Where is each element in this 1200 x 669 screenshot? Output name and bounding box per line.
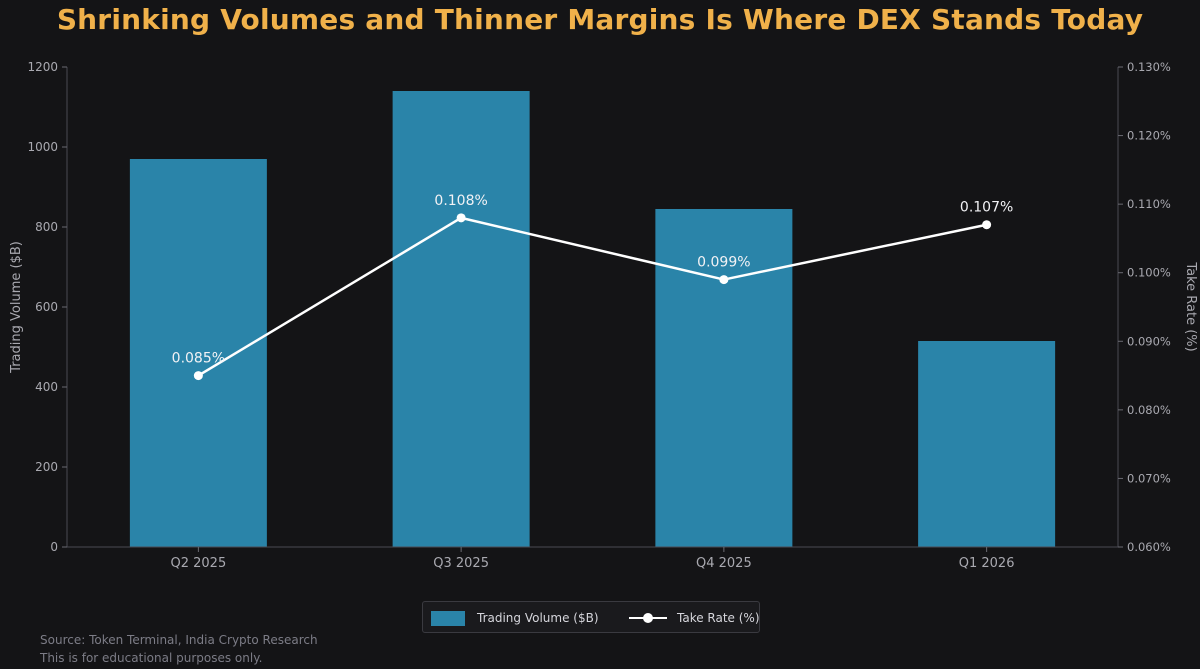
y-tick-label: 800 [35, 220, 58, 234]
bars-layer [129, 91, 1056, 547]
combo-chart: 0 200 400 600 800 1000 1200 0.060% 0.070% 0.080% 0… [9, 60, 1198, 571]
bar-q3-2025 [392, 91, 530, 547]
x-tick-label: Q1 2026 [959, 556, 1015, 571]
x-tick-label: Q3 2025 [433, 556, 489, 571]
take-rate-data-label: 0.099% [697, 255, 750, 271]
source-footnote: Source: Token Terminal, India Crypto Res… [40, 633, 318, 647]
take-rate-data-label: 0.107% [960, 200, 1013, 216]
x-tick-label: Q2 2025 [171, 556, 227, 571]
take-rate-point-q1-2026 [982, 220, 992, 230]
take-rate-point-q3-2025 [456, 213, 466, 223]
y2-tick-label: 0.090% [1127, 334, 1171, 348]
y2-tick-label: 0.120% [1127, 129, 1171, 143]
y-tick-label: 1200 [27, 60, 58, 74]
y2-tick-label: 0.110% [1127, 197, 1171, 211]
y2-tick-label: 0.130% [1127, 60, 1171, 74]
y-tick-label: 400 [35, 380, 58, 394]
axes-layer: 0 200 400 600 800 1000 1200 0.060% 0.070% 0.080% 0… [9, 60, 1198, 571]
bar-q2-2025 [129, 159, 267, 547]
chart-legend: Trading Volume ($B) Take Rate (%) [422, 601, 760, 633]
legend-rate-label: Take Rate (%) [677, 611, 760, 625]
line-layer [193, 213, 992, 381]
take-rate-data-label: 0.108% [434, 193, 487, 209]
take-rate-data-label: 0.085% [172, 351, 225, 367]
y-axis-label: Trading Volume ($B) [9, 241, 24, 374]
y2-tick-label: 0.070% [1127, 471, 1171, 485]
labels-layer: 0.085% 0.108% 0.099% 0.107% [172, 193, 1014, 367]
bar-q4-2025 [655, 209, 793, 547]
bar-q1-2026 [918, 341, 1056, 547]
disclaimer-footnote: This is for educational purposes only. [40, 651, 263, 665]
take-rate-line [197, 216, 987, 377]
chart-title: Shrinking Volumes and Thinner Margins Is… [56, 3, 1144, 36]
x-tick-label: Q4 2025 [696, 556, 752, 571]
y2-tick-label: 0.060% [1127, 540, 1171, 554]
take-rate-point-q4-2025 [719, 275, 729, 285]
y2-tick-label: 0.080% [1127, 403, 1171, 417]
legend-volume-label: Trading Volume ($B) [477, 611, 599, 625]
y-tick-label: 0 [50, 540, 58, 554]
y2-axis-label: Take Rate (%) [1183, 261, 1198, 351]
legend-rate-line-icon [629, 613, 667, 623]
y2-tick-label: 0.100% [1127, 266, 1171, 280]
take-rate-point-q2-2025 [193, 371, 203, 381]
y-tick-label: 1000 [27, 140, 58, 154]
y-tick-label: 200 [35, 460, 58, 474]
y-tick-label: 600 [35, 300, 58, 314]
legend-volume-swatch [431, 611, 465, 626]
